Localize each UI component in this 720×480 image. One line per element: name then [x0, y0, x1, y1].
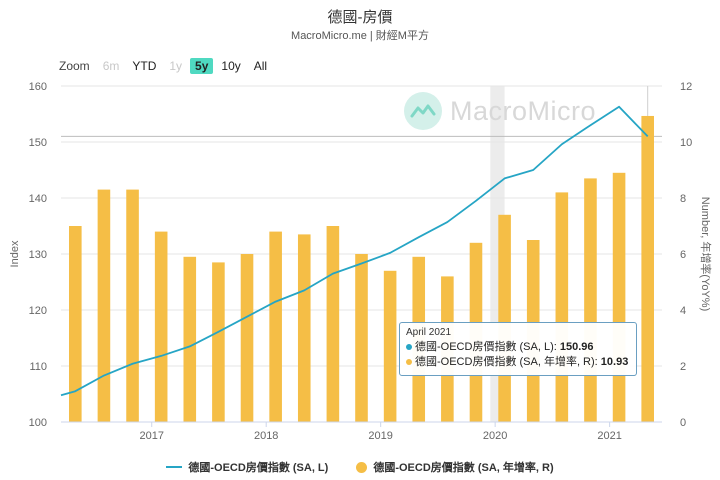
tooltip-line-label: 德國-OECD房價指數 (SA, L):	[415, 341, 560, 353]
legend-line-label: 德國-OECD房價指數 (SA, L)	[188, 462, 329, 474]
legend-line-marker-icon	[166, 466, 183, 468]
y-left-tick-label: 110	[29, 361, 47, 373]
y-right-tick-label: 2	[680, 361, 686, 373]
line-point	[189, 345, 191, 347]
zoom-5y-button[interactable]: 5y	[190, 58, 214, 74]
line-point	[646, 135, 648, 137]
y-left-tick-label: 160	[29, 81, 47, 93]
y-right-axis-title: Number, 年增率(YoY%)	[699, 197, 713, 312]
zoom-ytd-button[interactable]: YTD	[132, 59, 157, 73]
y-right-tick-label: 10	[680, 137, 692, 149]
y-right-tick-label: 4	[680, 305, 686, 317]
line-point	[274, 300, 276, 302]
line-point	[360, 262, 362, 264]
zoom-bar: Zoom 6m YTD 1y 5y 10y All	[59, 57, 275, 75]
watermark: MacroMicro	[404, 92, 596, 130]
bar	[326, 226, 340, 422]
line-point	[389, 252, 391, 254]
zoom-label: Zoom	[59, 59, 90, 73]
tooltip-line-marker-icon	[406, 344, 412, 351]
line-point	[446, 221, 448, 223]
line-point	[160, 355, 162, 357]
legend-item-line-series[interactable]: 德國-OECD房價指數 (SA, L)	[166, 459, 328, 475]
line-point	[561, 143, 563, 145]
series-line	[60, 105, 649, 397]
line-point	[418, 236, 420, 238]
bar	[584, 178, 597, 422]
tooltip-bar-marker-icon	[406, 359, 412, 366]
bar	[97, 189, 111, 422]
tooltip-row-bar: 德國-OECD房價指數 (SA, 年增率, R): 10.93	[406, 355, 630, 370]
bar	[269, 231, 282, 422]
line-point	[246, 316, 248, 318]
y-left-tick-label: 150	[29, 137, 47, 149]
chart-legend: 德國-OECD房價指數 (SA, L) 德國-OECD房價指數 (SA, 年增率…	[0, 459, 720, 475]
line-point	[475, 200, 477, 202]
line-point	[217, 331, 219, 333]
bar	[297, 234, 311, 422]
tooltip-date: April 2021	[406, 327, 452, 338]
bar	[383, 270, 397, 422]
line-point	[303, 289, 305, 291]
tooltip: April 2021 德國-OECD房價指數 (SA, L): 150.96 德…	[399, 322, 637, 376]
legend-bar-marker-icon	[356, 461, 368, 473]
tooltip-line-value: 150.96	[559, 341, 594, 353]
x-tick-label: 2018	[254, 430, 278, 442]
line-point	[332, 272, 334, 274]
legend-item-bar-series[interactable]: 德國-OECD房價指數 (SA, 年增率, R)	[356, 459, 554, 475]
line-point	[618, 106, 620, 108]
bar	[498, 214, 511, 422]
y-right-tick-label: 6	[680, 249, 686, 261]
y-right-tick-label: 12	[680, 81, 692, 93]
bar	[641, 115, 654, 423]
tooltip-bar-label: 德國-OECD房價指數 (SA, 年增率, R):	[415, 356, 601, 368]
x-tick-label: 2020	[483, 430, 507, 442]
zoom-10y-button[interactable]: 10y	[221, 59, 241, 73]
y-left-axis-title: Index	[9, 240, 21, 267]
watermark-text: MacroMicro	[450, 95, 597, 126]
chart-title: 德國-房價	[327, 9, 393, 26]
legend-bar-label: 德國-OECD房價指數 (SA, 年增率, R)	[373, 462, 554, 474]
y-left-tick-label: 100	[29, 417, 47, 429]
chart-subtitle: MacroMicro.me | 財經M平方	[291, 30, 429, 42]
y-right-tick-label: 8	[680, 193, 686, 205]
y-left-tick-label: 120	[29, 305, 47, 317]
zoom-all-button[interactable]: All	[253, 59, 268, 73]
bar	[555, 192, 569, 422]
bar	[154, 231, 168, 422]
zoom-6m-button[interactable]: 6m	[102, 59, 120, 73]
bar	[612, 172, 626, 422]
bar	[126, 189, 139, 422]
bar	[69, 226, 82, 422]
bar	[212, 262, 225, 422]
x-tick-label: 2017	[139, 430, 163, 442]
line-point	[74, 390, 76, 392]
line-point	[103, 374, 105, 376]
y-left-tick-label: 140	[29, 193, 47, 205]
bar	[240, 254, 254, 422]
tooltip-row-line: 德國-OECD房價指數 (SA, L): 150.96	[406, 340, 630, 355]
tooltip-bar-value: 10.93	[600, 356, 629, 368]
macromicro-logo-icon	[404, 92, 442, 130]
bar	[183, 256, 197, 422]
y-left-tick-label: 130	[29, 249, 47, 261]
line-point	[131, 363, 133, 365]
bar	[355, 254, 368, 422]
zoom-1y-button[interactable]: 1y	[169, 59, 183, 73]
x-tick-label: 2019	[368, 430, 392, 442]
y-right-tick-label: 0	[680, 417, 686, 429]
x-tick-label: 2021	[597, 430, 621, 442]
line-point	[532, 169, 534, 171]
line-point	[503, 177, 505, 179]
